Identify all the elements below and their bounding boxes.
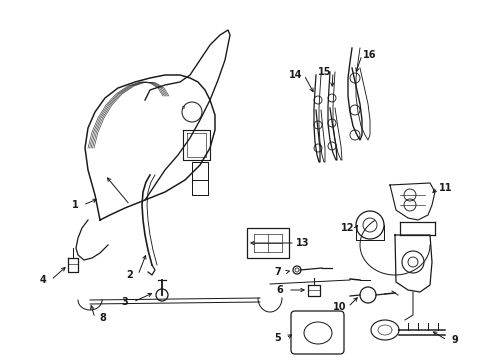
Text: 15: 15: [318, 67, 331, 77]
Text: 9: 9: [451, 335, 457, 345]
Text: 5: 5: [274, 333, 281, 343]
Text: 13: 13: [296, 238, 309, 248]
Text: 10: 10: [332, 302, 346, 312]
Text: 12: 12: [341, 223, 354, 233]
Text: 14: 14: [289, 70, 302, 80]
Text: 11: 11: [438, 183, 452, 193]
Text: 4: 4: [40, 275, 46, 285]
Text: 1: 1: [71, 200, 78, 210]
Text: 8: 8: [100, 313, 106, 323]
Text: 2: 2: [126, 270, 133, 280]
Text: 6: 6: [276, 285, 283, 295]
Text: 16: 16: [363, 50, 376, 60]
Text: 3: 3: [122, 297, 128, 307]
Text: P: P: [181, 106, 184, 111]
Text: 7: 7: [274, 267, 281, 277]
